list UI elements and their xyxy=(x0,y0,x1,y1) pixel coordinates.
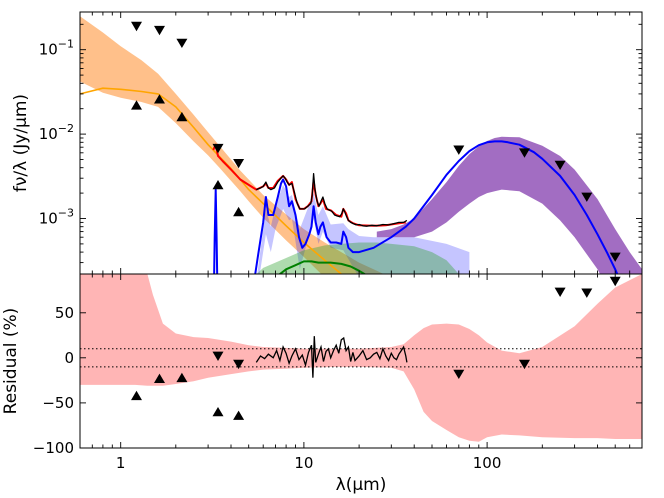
markers-lower_limits xyxy=(131,94,245,217)
residual-marker-upper_limits-3 xyxy=(519,359,530,370)
marker-upper_limits-8 xyxy=(581,192,593,202)
marker-lower_limits-3 xyxy=(212,180,224,190)
marker-lower_limits-1 xyxy=(154,94,165,104)
marker-upper_limits-9 xyxy=(609,252,621,262)
x-tick-label-2: 100 xyxy=(473,454,502,472)
residual-marker-lower_limits-4 xyxy=(233,410,245,420)
bottom-panel xyxy=(80,274,642,442)
marker-lower_limits-4 xyxy=(233,206,245,217)
y-top-tick-base-1: 10 xyxy=(39,125,58,143)
y-top-tick-base-2: 10 xyxy=(39,41,58,59)
top-panel xyxy=(80,16,642,274)
marker-upper_limits-0 xyxy=(131,21,142,32)
y-bot-tick-label-1: −50 xyxy=(42,394,74,412)
y-bot-tick-label-3: 50 xyxy=(55,304,74,322)
series-stellar_band xyxy=(80,16,384,274)
series-pah_band xyxy=(213,184,470,274)
top-frame xyxy=(79,11,643,275)
y-top-tick-exp-2: −1 xyxy=(58,38,74,51)
y-top-tick-label-0: 10−3 xyxy=(39,207,74,228)
marker-upper_limits-4 xyxy=(233,159,245,169)
warm_band-area xyxy=(256,242,459,274)
x-tick-label-1: 10 xyxy=(294,454,313,472)
x-axis-label: λ(μm) xyxy=(336,475,387,495)
series-dust_band xyxy=(376,136,642,274)
residual-marker-lower_limits-2 xyxy=(176,372,188,383)
residual-marker-lower_limits-0 xyxy=(131,390,142,401)
y-top-tick-label-2: 10−1 xyxy=(39,38,74,59)
residual-markers-lower_limits xyxy=(131,372,245,420)
residual-marker-lower_limits-1 xyxy=(154,373,165,383)
residual-markers-upper_limits xyxy=(212,276,621,379)
marker-upper_limits-2 xyxy=(176,38,188,48)
series-observed_spectrum xyxy=(256,173,408,227)
residual-spectrum-line xyxy=(255,336,408,378)
marker-upper_limits-3 xyxy=(212,143,224,154)
warm_dust-line xyxy=(278,260,367,274)
observed_spectrum-line xyxy=(256,173,408,227)
residual-marker-upper_limits-4 xyxy=(554,287,566,297)
residual-marker-upper_limits-2 xyxy=(453,369,465,379)
residual-band xyxy=(80,274,642,442)
y-top-tick-base-0: 10 xyxy=(39,210,58,228)
residual-marker-upper_limits-0 xyxy=(212,351,224,361)
series-pah_model xyxy=(213,140,619,274)
y-bot-tick-label-2: 0 xyxy=(64,349,74,367)
series-warm_dust xyxy=(278,260,367,274)
x-tick-label-0: 1 xyxy=(116,454,126,472)
pah_model-line xyxy=(213,140,619,274)
marker-lower_limits-0 xyxy=(131,100,142,110)
y-top-tick-exp-1: −2 xyxy=(58,122,74,135)
stellar_band-area xyxy=(80,16,384,274)
y-top-tick-label-1: 10−2 xyxy=(39,122,74,143)
dust_band-area xyxy=(376,136,642,274)
y-axis-label-bottom: Residual (%) xyxy=(1,308,21,415)
series-warm_band xyxy=(256,242,459,274)
residual-marker-lower_limits-3 xyxy=(212,407,224,417)
marker-upper_limits-6 xyxy=(519,148,530,158)
pah_band-area xyxy=(213,184,470,274)
y-bot-tick-label-0: −100 xyxy=(33,439,74,457)
residual-marker-upper_limits-5 xyxy=(581,288,593,298)
marker-upper_limits-1 xyxy=(154,25,165,36)
markers-upper_limits xyxy=(131,21,621,262)
residual-marker-upper_limits-1 xyxy=(233,359,245,370)
marker-upper_limits-5 xyxy=(453,145,465,155)
marker-upper_limits-7 xyxy=(554,160,566,170)
residual-marker-upper_limits-6 xyxy=(609,276,621,287)
y-axis-label-top: fν/λ (Jy/μm) xyxy=(11,94,31,192)
bottom-frame xyxy=(79,273,643,449)
marker-lower_limits-2 xyxy=(176,111,188,122)
y-top-tick-exp-0: −3 xyxy=(58,207,74,220)
